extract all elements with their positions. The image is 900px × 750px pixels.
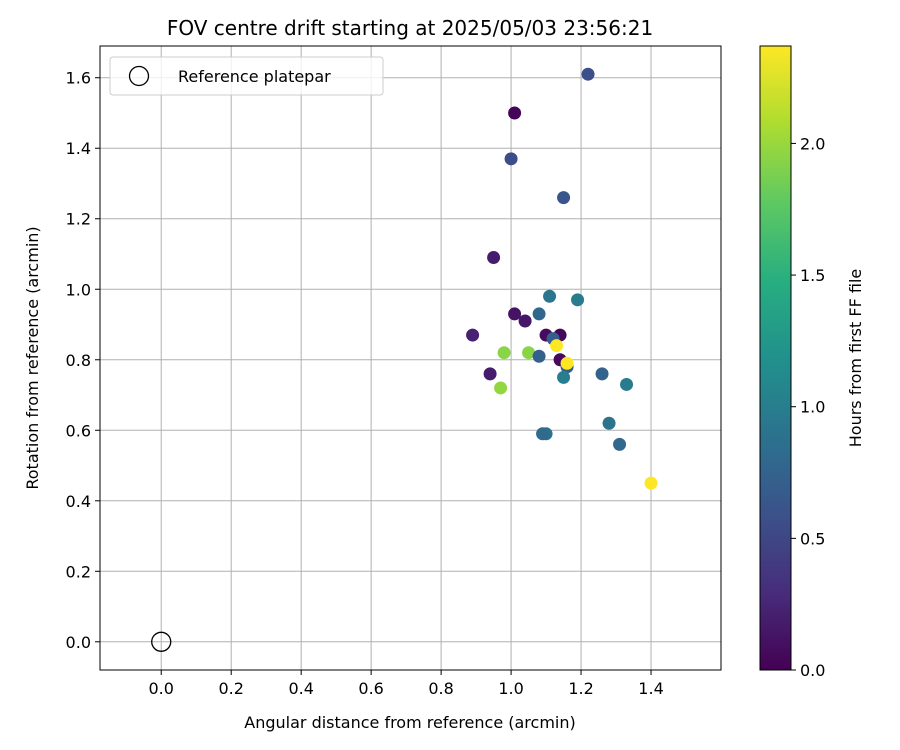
x-tick-label: 0.0 [148, 679, 173, 698]
y-tick-label: 0.2 [66, 562, 91, 581]
data-point [613, 437, 627, 451]
colorbar: 0.0 0.5 1.0 1.5 2.0 Hours from first FF file [759, 45, 865, 680]
x-tick-label: 1.4 [638, 679, 663, 698]
data-point [532, 307, 546, 321]
data-point [550, 339, 564, 353]
data-point [504, 152, 518, 166]
y-tick-label: 0.8 [66, 351, 91, 370]
data-point [644, 476, 658, 490]
data-point [595, 367, 609, 381]
data-point [571, 293, 585, 307]
data-point [620, 377, 634, 391]
data-point [487, 251, 501, 265]
x-tick-label: 0.8 [428, 679, 453, 698]
chart-title: FOV centre drift starting at 2025/05/03 … [167, 16, 653, 40]
y-tick-label: 1.2 [66, 210, 91, 229]
y-tick-label: 1.6 [66, 69, 91, 88]
x-axis-title: Angular distance from reference (arcmin) [244, 713, 575, 732]
colorbar-gradient [760, 46, 791, 670]
x-tick-label: 0.6 [358, 679, 383, 698]
reference-layer [151, 631, 172, 652]
data-point [557, 370, 571, 384]
data-point [543, 289, 557, 303]
plot-frame [99, 45, 722, 671]
colorbar-tick-label: 0.5 [800, 529, 825, 548]
data-point [497, 346, 511, 360]
legend: Reference platepar [109, 56, 384, 96]
y-tick-label: 0.4 [66, 492, 91, 511]
x-tick-label: 0.2 [218, 679, 243, 698]
colorbar-frame [759, 45, 792, 671]
data-point [466, 328, 480, 342]
data-point [508, 106, 522, 120]
data-point [483, 367, 497, 381]
y-axis-ticks: 0.0 0.2 0.4 0.6 0.8 1.0 1.2 1.4 1.6 [66, 69, 100, 652]
plot-area [100, 46, 721, 670]
y-tick-label: 0.6 [66, 421, 91, 440]
data-point [557, 191, 571, 205]
colorbar-tick-label: 1.5 [800, 266, 825, 285]
y-axis-title: Rotation from reference (arcmin) [23, 226, 42, 489]
data-point [494, 381, 508, 395]
legend-box [109, 56, 384, 96]
reference-platepar-marker [151, 631, 172, 652]
colorbar-title: Hours from first FF file [846, 269, 865, 448]
legend-marker [128, 65, 150, 87]
data-point [560, 356, 574, 370]
colorbar-tick-label: 1.0 [800, 398, 825, 417]
data-point [602, 416, 616, 430]
y-tick-label: 1.4 [66, 139, 91, 158]
data-point [522, 346, 536, 360]
data-point [581, 67, 595, 81]
x-tick-label: 1.0 [498, 679, 523, 698]
colorbar-ticks: 0.0 0.5 1.0 1.5 2.0 [791, 134, 825, 680]
data-point [508, 307, 522, 321]
data-points [466, 67, 658, 490]
x-axis-ticks: 0.0 0.2 0.4 0.6 0.8 1.0 1.2 1.4 [148, 670, 664, 698]
x-tick-label: 0.4 [288, 679, 313, 698]
y-tick-label: 1.0 [66, 280, 91, 299]
colorbar-tick-label: 2.0 [800, 134, 825, 153]
colorbar-tick-label: 0.0 [800, 661, 825, 680]
grid [100, 46, 721, 670]
legend-label: Reference platepar [178, 67, 331, 86]
data-point [536, 427, 550, 441]
x-tick-label: 1.2 [568, 679, 593, 698]
data-point [518, 314, 532, 328]
y-tick-label: 0.0 [66, 633, 91, 652]
data-point [532, 349, 546, 363]
